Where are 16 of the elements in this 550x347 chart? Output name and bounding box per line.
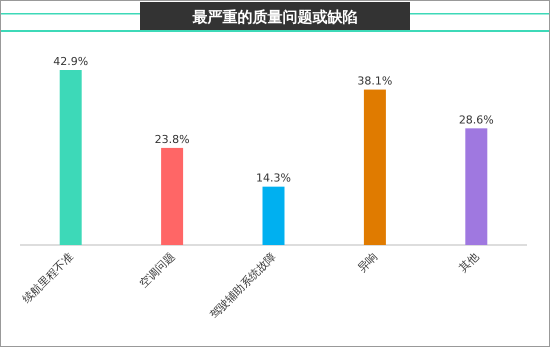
bar [465,128,488,245]
data-label: 28.6% [458,113,494,126]
bar [60,70,82,245]
bar [262,186,284,245]
x-tick-label: 其他 [456,250,482,275]
data-label: 42.9% [53,55,88,68]
data-label: 14.3% [256,172,291,185]
x-tick-label: 驾驶辅助系统故障 [207,250,279,322]
chart-title: 最严重的质量问题或缺陷 [192,8,358,26]
x-tick-label: 异响 [355,250,380,275]
x-tick-label: 续航里程不准 [20,250,76,306]
data-label: 38.1% [357,74,392,88]
bar [161,148,184,245]
x-tick-label: 空调问题 [136,250,178,290]
bar [364,90,386,245]
data-label: 23.8% [154,132,190,146]
